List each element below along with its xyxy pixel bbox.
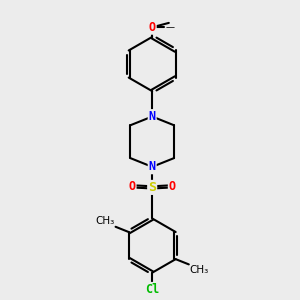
Text: S: S (148, 181, 156, 194)
Text: O: O (148, 21, 156, 34)
Text: N: N (148, 110, 156, 123)
Text: O: O (128, 180, 136, 193)
Text: N: N (148, 160, 156, 173)
Text: O: O (169, 180, 176, 193)
Text: —: — (165, 23, 174, 32)
Text: CH₃: CH₃ (190, 265, 209, 275)
Text: CH₃: CH₃ (95, 216, 115, 226)
Text: Cl: Cl (145, 283, 159, 296)
